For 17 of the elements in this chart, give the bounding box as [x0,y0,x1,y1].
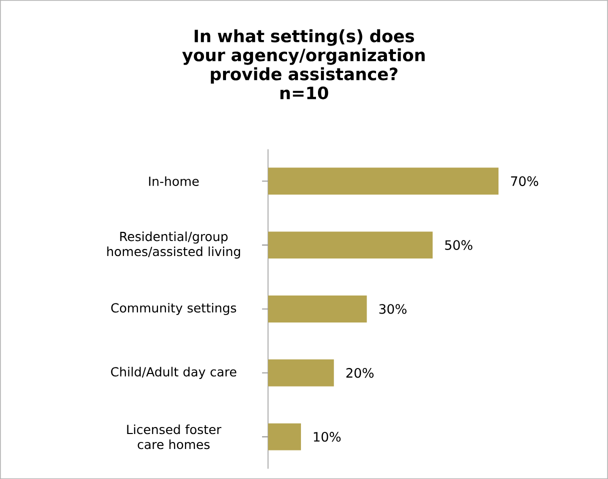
chart-subtitle: n=10 [280,86,328,100]
data-label: 70% [511,176,538,186]
data-label: 30% [379,304,406,314]
y-tick-label: In-home [149,176,199,186]
bar [268,168,499,195]
y-tick-label: Licensed foster care homes [127,424,222,450]
data-label: 20% [346,368,374,378]
bar [268,359,334,386]
y-tick-label: Child/Adult day care [111,366,236,379]
y-tick-label: Community settings [111,302,236,315]
y-tick-label: Residential/group homes/assisted living [107,231,240,259]
bar [268,232,433,258]
bar [268,295,367,322]
data-label: 10% [314,432,341,442]
data-label: 50% [445,240,472,250]
chart-title: In what setting(s) does your agency/organization provide assistance? [182,29,425,84]
bar [268,423,301,450]
